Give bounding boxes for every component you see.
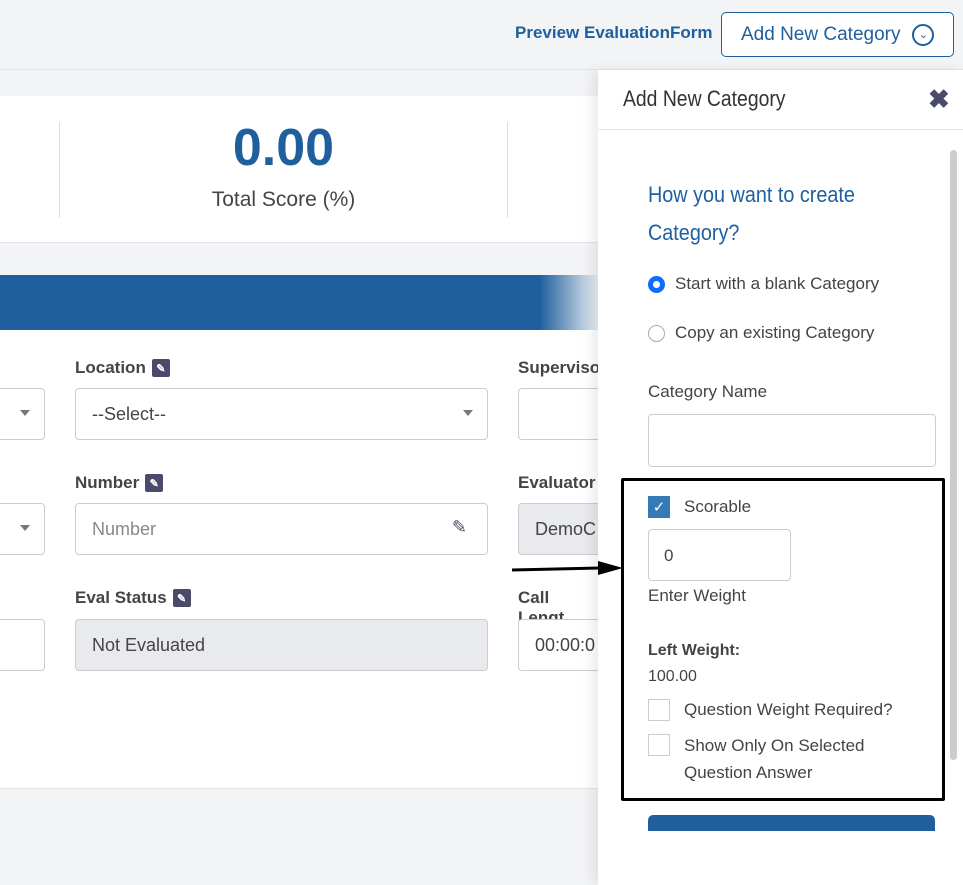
category-name-label: Category Name	[648, 382, 768, 401]
edit-icon[interactable]: ✎	[151, 359, 170, 377]
location-value: --Select--	[92, 403, 167, 424]
evaluator-label: Evaluator	[518, 473, 596, 492]
chevron-down-circle-icon: ⌄	[912, 23, 935, 46]
section-header-band	[0, 275, 600, 330]
divider	[507, 122, 508, 218]
checkbox-icon[interactable]	[648, 699, 670, 721]
total-score-label: Total Score (%)	[211, 188, 356, 211]
number-placeholder: Number	[92, 518, 157, 539]
pencil-icon: ✎	[451, 517, 467, 537]
radio-icon[interactable]	[648, 324, 665, 342]
select-field-col1[interactable]	[0, 388, 45, 440]
call-length-field[interactable]: 00:00:0	[518, 619, 598, 671]
radio-blank-category[interactable]: Start with a blank Category	[648, 274, 879, 294]
edit-icon[interactable]: ✎	[172, 589, 191, 607]
top-bar: Preview EvaluationForm Add New Category …	[0, 0, 963, 70]
add-new-category-label: Add New Category	[741, 23, 901, 45]
supervisor-field[interactable]	[518, 388, 598, 440]
panel-title: Add New Category	[623, 86, 786, 111]
location-label: Location	[75, 358, 146, 377]
left-weight-label: Left Weight:	[648, 642, 741, 659]
highlight-box	[621, 478, 945, 801]
location-select[interactable]: --Select--	[75, 388, 488, 440]
number-input[interactable]: Number ✎	[75, 503, 488, 555]
annotation-arrow	[512, 561, 623, 575]
form-area: Location ✎ --Select-- Number ✎ Number ✎ Eva…	[0, 330, 600, 789]
category-name-input[interactable]	[648, 414, 936, 467]
question-weight-required-row[interactable]: Question Weight Required?	[648, 699, 893, 721]
scorable-label: Scorable	[684, 497, 752, 516]
select-field-col1-row2[interactable]	[0, 503, 45, 555]
enter-weight-label: Enter Weight	[648, 586, 746, 605]
caret-down-icon	[463, 410, 473, 416]
radio-label: Start with a blank Category	[675, 274, 880, 293]
radio-copy-category[interactable]: Copy an existing Category	[648, 323, 874, 343]
close-icon[interactable]: ✖	[928, 84, 950, 114]
evaluator-value: DemoC	[535, 518, 597, 539]
weight-value: 0	[664, 546, 674, 565]
weight-input[interactable]: 0	[648, 529, 791, 581]
number-label: Number	[75, 473, 140, 492]
input-field-col1-row3[interactable]	[0, 619, 45, 671]
add-category-panel: Add New Category ✖ How you want to creat…	[598, 70, 963, 885]
scrollbar[interactable]	[950, 150, 957, 760]
evaluator-field: DemoC	[518, 503, 598, 555]
scorable-checkbox-row[interactable]: ✓ Scorable	[648, 496, 751, 518]
edit-icon[interactable]: ✎	[145, 474, 164, 492]
panel-header: Add New Category ✖	[598, 70, 963, 130]
checkbox-checked-icon[interactable]: ✓	[648, 496, 670, 518]
checkbox-icon[interactable]	[648, 734, 670, 756]
question-weight-required-label: Question Weight Required?	[684, 700, 893, 719]
show-only-row[interactable]: Show Only On Selected Question Answer	[648, 734, 894, 786]
call-length-value: 00:00:0	[535, 634, 596, 655]
left-weight-value: 100.00	[648, 668, 697, 685]
create-question: How you want to create Category?	[648, 182, 855, 245]
eval-status-value: Not Evaluated	[92, 634, 206, 655]
number-label-row: Number ✎	[75, 473, 164, 493]
radio-label: Copy an existing Category	[675, 323, 875, 342]
save-category-button[interactable]	[648, 815, 935, 831]
score-card	[0, 96, 600, 243]
add-new-category-button[interactable]: Add New Category ⌄	[721, 12, 954, 57]
eval-status-label-row: Eval Status ✎	[75, 588, 191, 608]
total-score-value: 0.00	[232, 119, 335, 177]
eval-status-field: Not Evaluated	[75, 619, 488, 671]
show-only-label: Show Only On Selected Question Answer	[684, 736, 865, 782]
preview-evaluation-form-link[interactable]: Preview EvaluationForm	[515, 23, 713, 42]
radio-selected-icon[interactable]	[648, 275, 665, 293]
location-label-row: Location ✎	[75, 358, 170, 378]
divider	[59, 122, 60, 218]
supervisor-label: Superviso	[518, 358, 601, 377]
eval-status-label: Eval Status	[75, 588, 167, 607]
